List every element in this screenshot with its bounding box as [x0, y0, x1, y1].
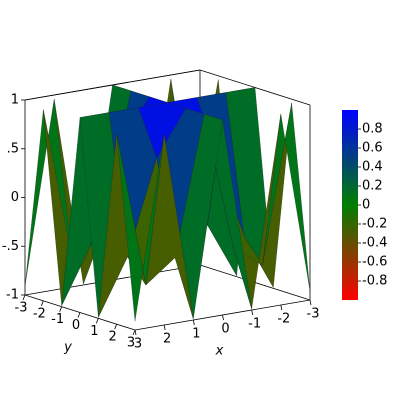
x-tick-label: -1	[248, 317, 261, 332]
colorbar-tick-label: 0.6	[362, 141, 383, 156]
y-tick	[77, 312, 81, 318]
x-tick-label: -3	[307, 307, 320, 322]
y-tick-label: 1	[90, 324, 98, 339]
z-tick-label: 0	[11, 190, 19, 205]
surface-cell	[116, 133, 165, 322]
z-tick-label: -.5	[2, 239, 19, 254]
y-tick-label: -1	[51, 312, 64, 327]
x-tick	[280, 304, 283, 311]
z-tick-label: 1	[11, 93, 19, 108]
y-tick	[59, 306, 63, 312]
y-tick-label: -3	[15, 301, 28, 316]
x-tick-label: -2	[277, 312, 290, 327]
y-tick-label: 0	[72, 318, 80, 333]
surface	[24, 78, 311, 322]
x-axis-label: x	[215, 344, 224, 359]
y-tick-label: 2	[109, 330, 117, 345]
colorbar-tick-label: 0	[362, 198, 370, 213]
y-tick	[132, 329, 136, 336]
colorbar-tick-label: 0.4	[362, 160, 383, 175]
colorbar-tick-label: -0.4	[362, 236, 387, 251]
y-tick-label: -2	[33, 306, 46, 321]
z-tick-label: -1	[6, 288, 19, 303]
x-tick	[309, 299, 312, 306]
y-tick	[40, 300, 44, 306]
y-tick-label: 3	[127, 336, 135, 351]
x-tick	[251, 309, 254, 316]
x-tick	[192, 319, 195, 326]
x-tick-label: 0	[221, 322, 229, 337]
x-tick	[222, 314, 224, 321]
y-tick	[114, 324, 118, 330]
x-tick	[134, 329, 137, 336]
y-tick	[22, 294, 26, 301]
y-tick	[95, 318, 99, 324]
x-tick	[163, 324, 166, 331]
y-axis-label: y	[63, 340, 72, 355]
colorbar-tick-label: -0.8	[362, 274, 387, 289]
colorbar-tick-label: -0.6	[362, 255, 387, 270]
annotations: 1.50-.5-1-3 -2 -1 0 1 2 33 2 1 0 -1 -2 -3y x0.80.60.4…	[2, 69, 387, 359]
x-tick-label: 1	[192, 327, 200, 342]
colorbar	[342, 110, 358, 300]
x-tick-label: 2	[163, 332, 171, 347]
colorbar-tick-label: -0.2	[362, 217, 387, 232]
box-edge	[24, 69, 201, 101]
z-tick-label: .5	[7, 141, 19, 156]
x-tick-label: 3	[134, 337, 142, 352]
colorbar-tick-label: 0.2	[362, 179, 383, 194]
colorbar-tick-label: 0.8	[362, 122, 383, 137]
